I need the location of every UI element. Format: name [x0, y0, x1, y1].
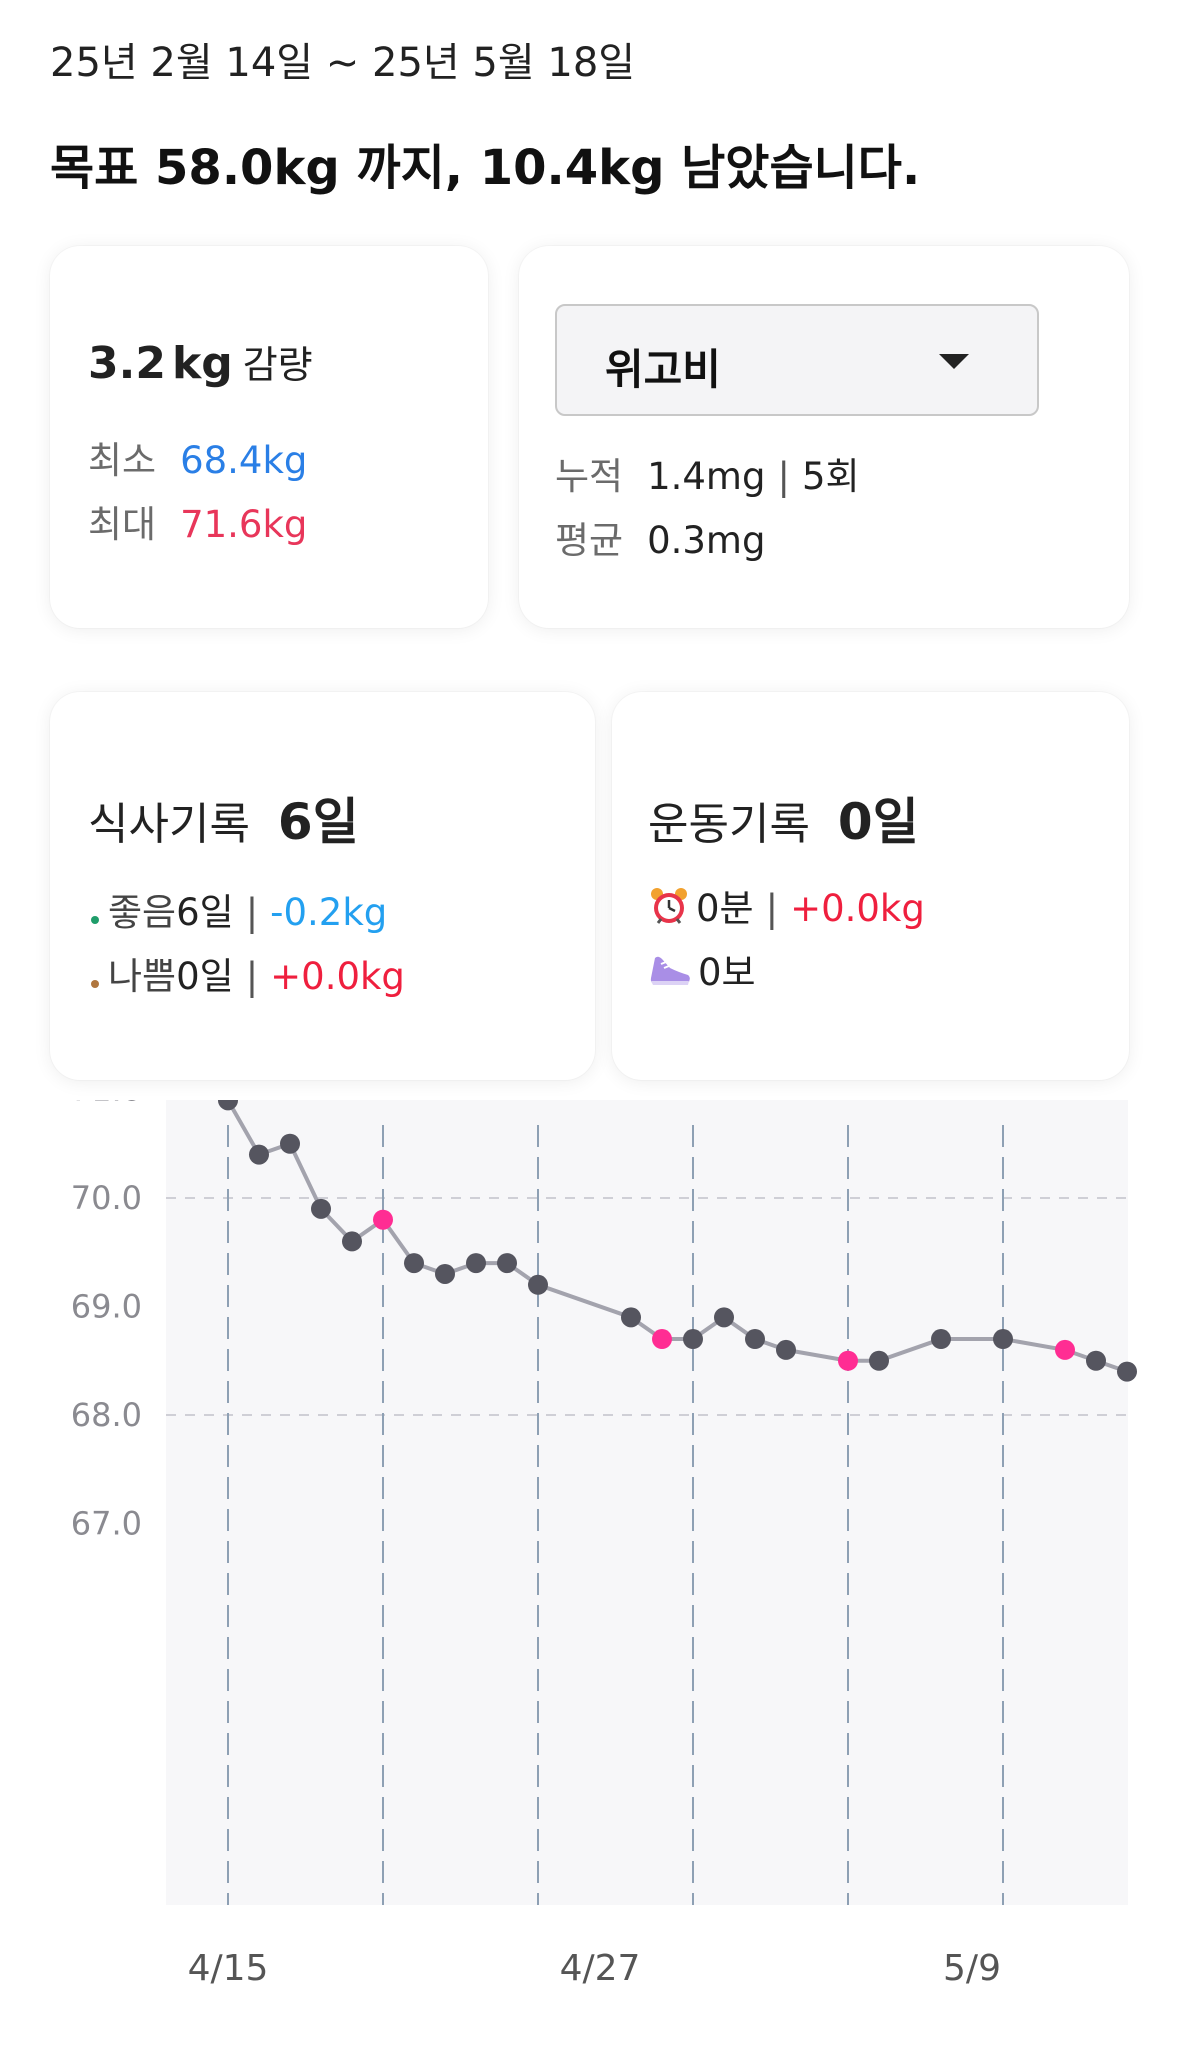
weight-series-line: [224, 1100, 1128, 1374]
exercise-record-card[interactable]: 운동기록 0일 0분 | +0.0kg 0보: [612, 692, 1129, 1080]
y-tick-label: 67.0: [71, 1505, 142, 1543]
exercise-steps-row: 0보: [648, 942, 756, 999]
weight-point[interactable]: [466, 1253, 486, 1274]
weight-point[interactable]: [993, 1329, 1013, 1350]
y-axis-labels: 73.072.071.070.069.068.067.0: [71, 1100, 142, 1543]
good-meal-days: 6일: [176, 891, 234, 934]
horizontal-gridlines: [166, 1197, 1128, 1416]
weight-loss-value: 3.2: [88, 338, 166, 389]
weight-loss-summary: 3.2 kg 감량: [88, 334, 313, 389]
weight-point[interactable]: [311, 1198, 331, 1219]
vertical-gridlines: [227, 1125, 1004, 1905]
highlighted-weight-point[interactable]: [838, 1350, 858, 1371]
medication-select[interactable]: 위고비: [555, 304, 1039, 416]
weight-point[interactable]: [931, 1329, 951, 1350]
weight-line-chart[interactable]: 73.072.071.070.069.068.067.0 4/154/275/9: [0, 1100, 1179, 2046]
date-range: 25년 2월 14일 ~ 25년 5월 18일: [50, 40, 636, 86]
divider: |: [765, 887, 779, 930]
y-tick-label: 69.0: [71, 1288, 142, 1326]
y-tick-label: 68.0: [71, 1396, 142, 1434]
average-label: 평균: [555, 519, 624, 562]
weight-point[interactable]: [621, 1307, 641, 1328]
weight-point[interactable]: [497, 1253, 517, 1274]
weight-point[interactable]: [714, 1307, 734, 1328]
exercise-record-title: 운동기록 0일: [648, 782, 919, 854]
y-tick-label: 70.0: [71, 1179, 142, 1217]
weight-point[interactable]: [435, 1263, 455, 1284]
chevron-down-icon: [939, 354, 969, 369]
max-weight-row: 최대 71.6kg: [88, 494, 307, 548]
weight-point[interactable]: [404, 1253, 424, 1274]
good-meal-change: -0.2kg: [270, 891, 388, 934]
weight-point[interactable]: [869, 1350, 889, 1371]
goal-headline: 목표 58.0kg 까지, 10.4kg 남았습니다.: [50, 140, 921, 196]
exercise-steps: 0보: [698, 951, 756, 994]
highlighted-weight-point[interactable]: [373, 1209, 393, 1230]
x-tick-label: 5/9: [943, 1948, 1001, 1989]
bad-meal-change: +0.0kg: [270, 955, 405, 998]
meal-record-title: 식사기록 6일: [88, 782, 359, 854]
medication-card: 위고비 누적 1.4mg | 5회 평균 0.3mg: [519, 246, 1129, 628]
min-weight-row: 최소 68.4kg: [88, 430, 307, 484]
average-dose-row: 평균 0.3mg: [555, 510, 765, 564]
weight-point[interactable]: [1117, 1361, 1137, 1382]
sneaker-icon: [648, 950, 692, 999]
x-tick-label: 4/15: [188, 1948, 269, 1989]
weight-point[interactable]: [776, 1339, 796, 1360]
exercise-duration-change: +0.0kg: [790, 887, 925, 930]
weight-point[interactable]: [745, 1329, 765, 1350]
weight-point[interactable]: [528, 1274, 548, 1295]
cumulative-dose-row: 누적 1.4mg | 5회: [555, 446, 860, 500]
dose-count: 5회: [801, 455, 860, 498]
weight-loss-unit: kg: [171, 338, 233, 389]
max-weight-value: 71.6kg: [180, 503, 308, 546]
x-tick-label: 4/27: [560, 1948, 641, 1989]
highlighted-weight-point[interactable]: [652, 1329, 672, 1350]
weight-point[interactable]: [342, 1231, 362, 1252]
min-weight-label: 최소: [88, 439, 157, 482]
divider: |: [245, 955, 259, 998]
good-meal-row: 좋음6일 | -0.2kg: [88, 882, 387, 936]
cumulative-value: 1.4mg: [647, 455, 766, 498]
weight-series-points[interactable]: [156, 1100, 1137, 1382]
medication-selected-value: 위고비: [605, 345, 721, 394]
bad-meal-days: 0일: [176, 955, 234, 998]
divider: |: [245, 891, 259, 934]
min-weight-value: 68.4kg: [180, 439, 308, 482]
weight-summary-card: 3.2 kg 감량 최소 68.4kg 최대 71.6kg: [50, 246, 488, 628]
exercise-record-days: 0일: [837, 793, 919, 851]
average-value: 0.3mg: [647, 519, 766, 562]
weight-point[interactable]: [218, 1100, 238, 1111]
bad-meal-label: 나쁨: [108, 955, 177, 998]
meal-record-label: 식사기록: [88, 799, 250, 850]
good-meal-label: 좋음: [108, 891, 177, 934]
meal-record-days: 6일: [277, 793, 359, 851]
highlighted-weight-point[interactable]: [1055, 1339, 1075, 1360]
plot-background: [166, 1100, 1128, 1905]
weight-point[interactable]: [1086, 1350, 1106, 1371]
weight-loss-label: 감량: [242, 343, 313, 387]
exercise-duration-row: 0분 | +0.0kg: [648, 878, 925, 936]
green-food-icon: [88, 893, 102, 936]
weight-point[interactable]: [249, 1144, 269, 1165]
divider: |: [777, 455, 790, 498]
y-tick-label: 71.0: [71, 1100, 142, 1109]
bad-meal-row: 나쁨0일 | +0.0kg: [88, 946, 405, 1000]
exercise-duration: 0분: [696, 887, 754, 930]
brown-food-icon: [88, 957, 102, 1000]
meal-record-card[interactable]: 식사기록 6일 좋음6일 | -0.2kg 나쁨0일 | +0.0kg: [50, 692, 595, 1080]
weight-point[interactable]: [683, 1329, 703, 1350]
weight-point[interactable]: [280, 1133, 300, 1154]
cumulative-label: 누적: [555, 455, 624, 498]
exercise-record-label: 운동기록: [648, 799, 810, 850]
x-axis-labels: 4/15 4/27 5/9: [188, 1948, 1001, 1989]
alarm-clock-icon: [648, 885, 690, 936]
max-weight-label: 최대: [88, 503, 157, 546]
